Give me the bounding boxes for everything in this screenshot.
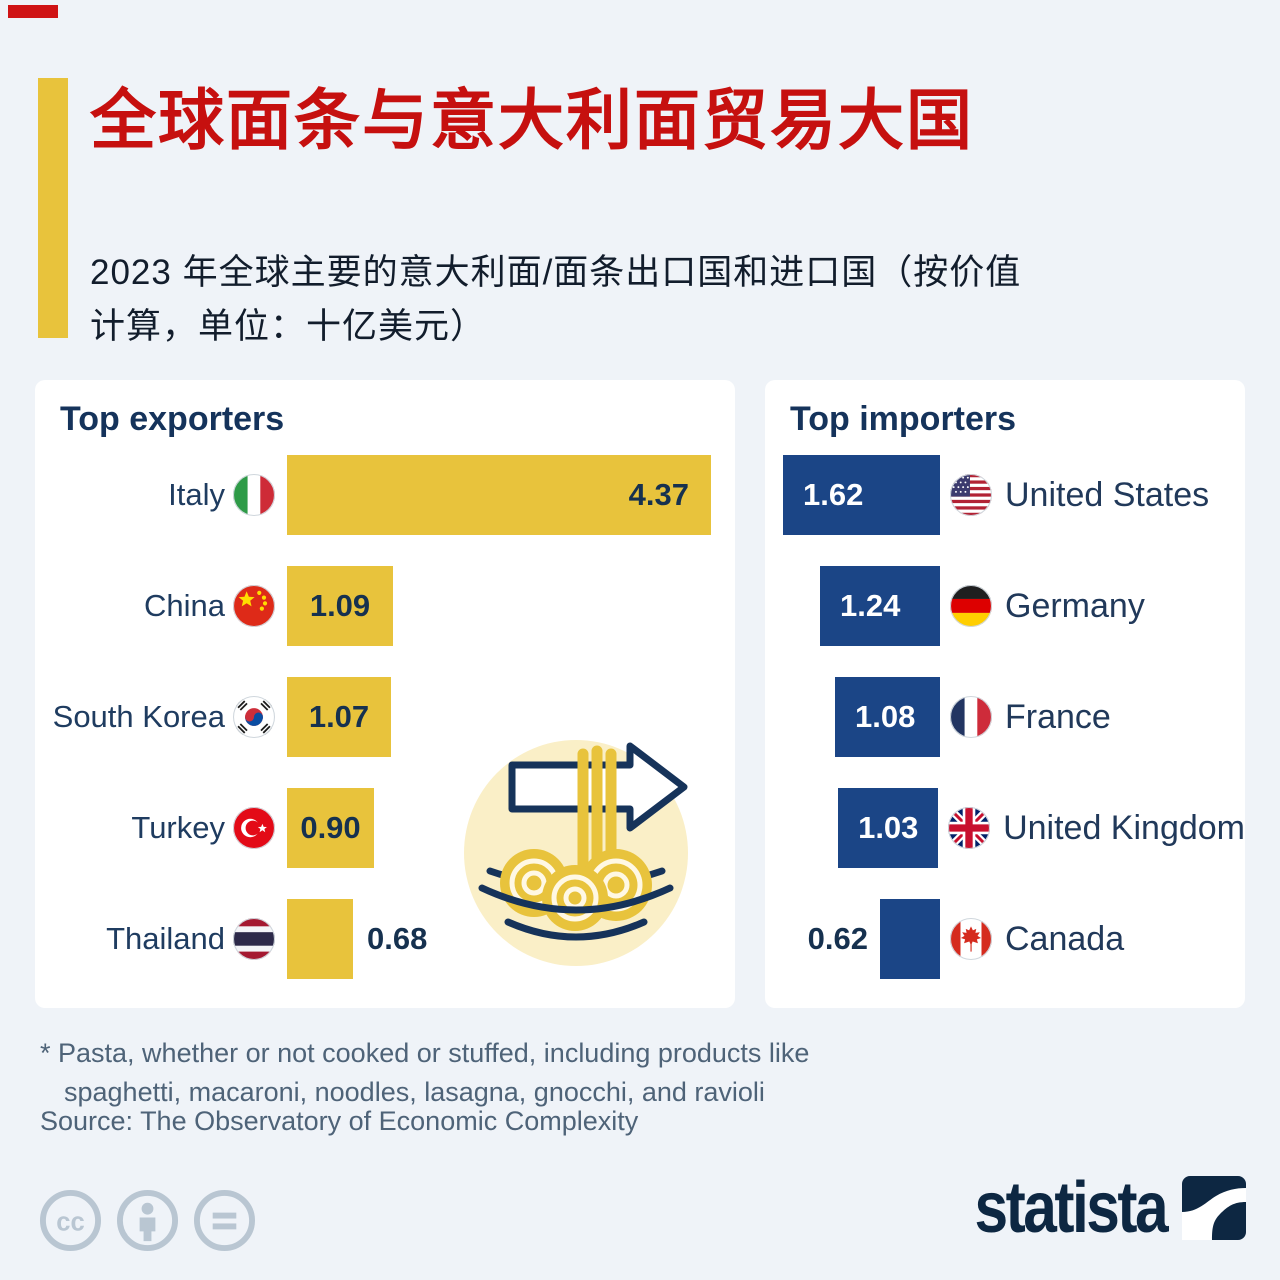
license-icons: cc bbox=[39, 1189, 256, 1252]
bar-value-label: 0.90 bbox=[300, 810, 361, 845]
bar-value-label: 4.37 bbox=[628, 477, 689, 512]
exporter-bar bbox=[287, 899, 353, 979]
red-corner-badge bbox=[8, 5, 58, 18]
country-label: Thailand bbox=[106, 921, 225, 956]
country-label: Canada bbox=[1005, 919, 1125, 958]
importer-row: 1.08 France bbox=[765, 677, 1245, 757]
exporters-panel-title: Top exporters bbox=[60, 400, 285, 438]
country-flag-icon bbox=[950, 918, 992, 960]
country-flag-icon bbox=[233, 696, 275, 738]
importer-bar: 1.24 bbox=[820, 566, 940, 646]
subtitle-line-2: 计算，单位：十亿美元） bbox=[90, 307, 487, 347]
bar-value-label: 1.08 bbox=[855, 699, 916, 734]
bar-value-label: 0.62 bbox=[807, 921, 868, 956]
importers-panel: Top importers 1.62 United States 1.24 bbox=[765, 380, 1245, 1008]
statista-branding: statista bbox=[0, 1172, 1246, 1244]
cc-icon: cc bbox=[39, 1189, 102, 1252]
bar-value-label: 1.62 bbox=[803, 477, 864, 512]
noodle-export-emblem bbox=[462, 738, 690, 968]
title-accent-bar bbox=[38, 78, 68, 338]
statista-logo-icon bbox=[1182, 1176, 1246, 1240]
country-label: United States bbox=[1005, 475, 1210, 514]
source-line: Source: The Observatory of Economic Comp… bbox=[40, 1106, 639, 1136]
page-title: 全球面条与意大利面贸易大国 bbox=[90, 83, 974, 157]
country-flag-icon bbox=[233, 918, 275, 960]
country-label: China bbox=[144, 588, 225, 623]
country-label: United Kingdom bbox=[1003, 808, 1245, 847]
exporter-row: China 1.09 bbox=[35, 566, 735, 646]
exporter-bar: 1.07 bbox=[287, 677, 391, 757]
country-label: South Korea bbox=[52, 699, 225, 734]
bar-value-label: 0.68 bbox=[367, 921, 428, 956]
exporter-bar: 1.09 bbox=[287, 566, 393, 646]
exporter-row: Thailand 0.68 bbox=[35, 899, 735, 979]
country-flag-icon bbox=[950, 474, 992, 516]
footnote: * Pasta, whether or not cooked or stuffe… bbox=[40, 1034, 809, 1112]
importer-bar: 1.62 bbox=[783, 455, 940, 535]
country-label: France bbox=[1005, 697, 1111, 736]
exporter-row: Italy 4.37 bbox=[35, 455, 735, 535]
country-label: Turkey bbox=[131, 810, 225, 845]
country-flag-icon bbox=[950, 585, 992, 627]
bar-value-label: 1.03 bbox=[858, 810, 919, 845]
country-label: Italy bbox=[168, 477, 225, 512]
noodle-bowl-export-arrow-icon bbox=[464, 740, 688, 966]
importer-row: 1.24 Germany bbox=[765, 566, 1245, 646]
cc-no-derivatives-icon bbox=[193, 1189, 256, 1252]
country-flag-icon bbox=[950, 696, 992, 738]
importer-bar bbox=[880, 899, 940, 979]
importer-bar: 1.08 bbox=[835, 677, 940, 757]
exporter-row: Turkey 0.90 bbox=[35, 788, 735, 868]
importers-panel-title: Top importers bbox=[790, 400, 1017, 438]
importer-row: 1.03 United Kingdom bbox=[765, 788, 1245, 868]
page-subtitle: 2023 年全球主要的意大利面/面条出口国和进口国（按价值 计算，单位：十亿美元… bbox=[90, 246, 1230, 355]
svg-text:cc: cc bbox=[56, 1208, 84, 1236]
country-label: Germany bbox=[1005, 586, 1145, 625]
bar-value-label: 1.24 bbox=[840, 588, 901, 623]
importer-row: 0.62 Canada bbox=[765, 899, 1245, 979]
country-flag-icon bbox=[233, 474, 275, 516]
footnote-line-2: spaghetti, macaroni, noodles, lasagna, g… bbox=[64, 1077, 765, 1108]
exporter-bar: 0.90 bbox=[287, 788, 374, 868]
country-flag-icon bbox=[233, 585, 275, 627]
bar-value-label: 1.09 bbox=[309, 588, 371, 623]
bar-value-label: 1.07 bbox=[308, 699, 370, 734]
statista-logo-text: statista bbox=[974, 1168, 1168, 1248]
importer-row: 1.62 United States bbox=[765, 455, 1245, 535]
footnote-line-1: * Pasta, whether or not cooked or stuffe… bbox=[40, 1038, 810, 1068]
exporter-bar: 4.37 bbox=[287, 455, 711, 535]
subtitle-line-1: 2023 年全球主要的意大利面/面条出口国和进口国（按价值 bbox=[90, 253, 1022, 292]
importer-bar: 1.03 bbox=[838, 788, 939, 868]
country-flag-icon bbox=[948, 807, 991, 849]
country-flag-icon bbox=[233, 807, 275, 849]
exporters-panel: Top exporters Italy 4.37 China 1.09 Sout bbox=[35, 380, 735, 1008]
exporter-row: South Korea 1.07 bbox=[35, 677, 735, 757]
cc-attribution-icon bbox=[116, 1189, 179, 1252]
